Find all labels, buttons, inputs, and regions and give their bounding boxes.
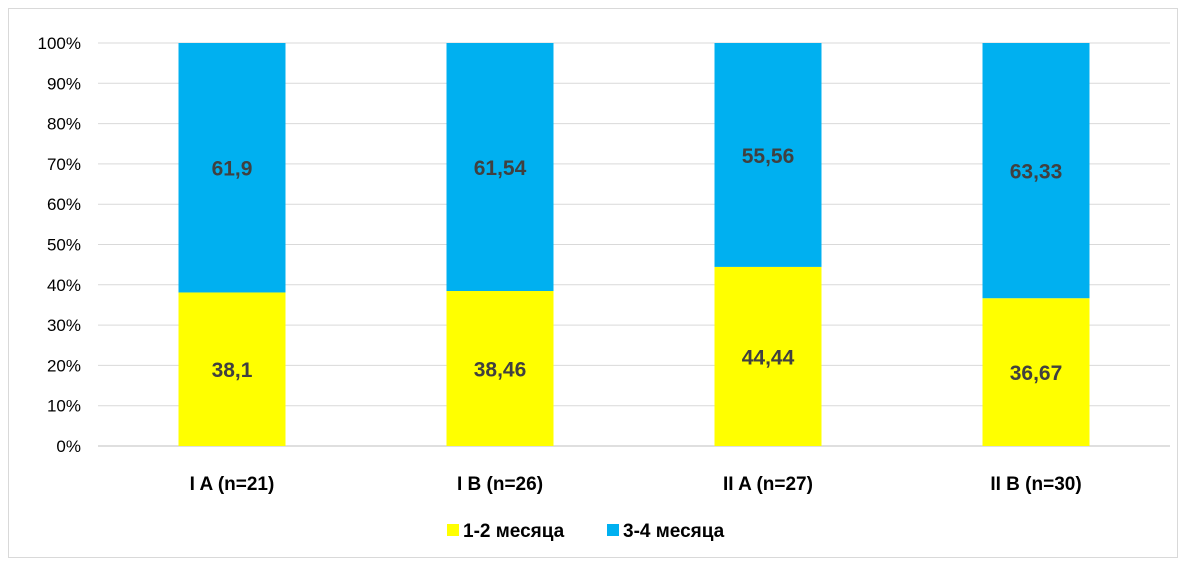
bar-segment-3-4 <box>982 43 1090 299</box>
y-tick-label: 100% <box>38 34 81 53</box>
x-axis-categories: I A (n=21) I B (n=26) II A (n=27) II B (n=3… <box>190 474 1082 495</box>
data-label: 38,1 <box>212 359 253 382</box>
y-tick-label: 90% <box>47 74 81 93</box>
x-category-label: I A (n=21) <box>190 474 275 495</box>
data-label: 44,44 <box>742 346 795 369</box>
bar-segment-3-4 <box>446 43 554 292</box>
bar-segment-3-4 <box>178 43 286 293</box>
bar-segment-1-2 <box>446 291 554 446</box>
bar-segment-1-2 <box>178 292 286 446</box>
y-tick-label: 10% <box>47 397 81 416</box>
y-tick-label: 40% <box>47 276 81 295</box>
legend: 1-2 месяца 3-4 месяца <box>447 521 725 542</box>
bars <box>178 43 1090 446</box>
data-label: 55,56 <box>742 145 795 168</box>
x-category-label: II B (n=30) <box>990 474 1081 495</box>
legend-label: 1-2 месяца <box>463 521 565 542</box>
y-axis-ticks: 0% 10% 20% 30% 40% 50% 60% 70% 80% 90% 100% <box>38 34 81 456</box>
bar-segment-1-2 <box>982 298 1090 446</box>
legend-swatch <box>447 524 459 536</box>
data-label: 61,54 <box>474 157 527 180</box>
legend-swatch <box>607 524 619 536</box>
y-tick-label: 50% <box>47 236 81 255</box>
x-category-label: I B (n=26) <box>457 474 543 495</box>
y-tick-label: 60% <box>47 195 81 214</box>
bar-segment-1-2 <box>714 266 822 446</box>
data-labels: 38,1 61,9 38,46 61,54 44,44 55,56 36,67 63,33 <box>212 145 1063 385</box>
x-category-label: II A (n=27) <box>723 474 813 495</box>
legend-label: 3-4 месяца <box>623 521 725 542</box>
y-tick-label: 30% <box>47 316 81 335</box>
y-tick-label: 0% <box>56 437 81 456</box>
y-tick-label: 20% <box>47 356 81 375</box>
data-label: 36,67 <box>1010 362 1063 385</box>
y-tick-label: 80% <box>47 115 81 134</box>
data-label: 61,9 <box>212 158 253 181</box>
data-label: 38,46 <box>474 359 527 382</box>
data-label: 63,33 <box>1010 161 1063 184</box>
y-tick-label: 70% <box>47 155 81 174</box>
bar-segment-3-4 <box>714 43 822 267</box>
